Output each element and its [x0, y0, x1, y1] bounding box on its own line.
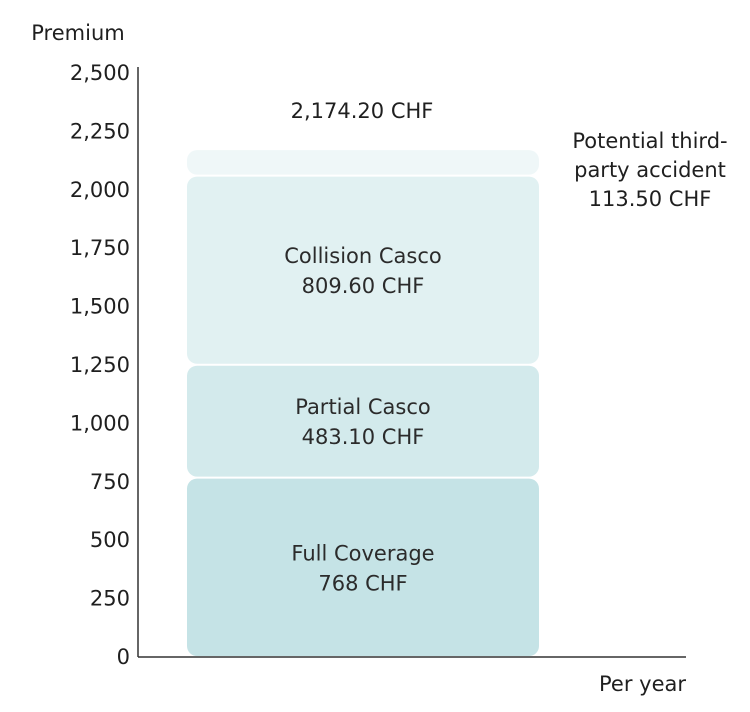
x-axis-label: Per year — [599, 672, 686, 696]
y-tick-label: 1,500 — [70, 295, 130, 319]
y-tick-label: 1,250 — [70, 353, 130, 377]
y-tick-labels: 0 250 500 750 1,000 1,250 1,500 1,750 2,000 2,250… — [70, 61, 130, 669]
y-tick-label: 0 — [117, 645, 130, 669]
y-tick-label: 2,250 — [70, 119, 130, 143]
y-tick-label: 250 — [90, 587, 130, 611]
bar-segment — [187, 150, 539, 175]
y-tick-label: 1,000 — [70, 411, 130, 435]
series-value-label: 113.50 CHF — [589, 187, 712, 211]
series-name-label: Potential third- — [572, 129, 727, 153]
series-name-label: Collision Casco — [284, 244, 442, 268]
segment-labels: Full Coverage 768 CHF Partial Casco 483.10 … — [284, 129, 727, 595]
y-axis-label: Premium — [31, 21, 124, 45]
series-value-label: 809.60 CHF — [302, 274, 425, 298]
y-tick-label: 1,750 — [70, 236, 130, 260]
y-tick-label: 500 — [90, 528, 130, 552]
bar-segment — [187, 365, 539, 477]
bar-segments — [187, 150, 539, 656]
series-value-label: 768 CHF — [318, 571, 407, 595]
y-tick-label: 2,500 — [70, 61, 130, 85]
series-name-label: Full Coverage — [291, 541, 434, 565]
bar-segment — [187, 176, 539, 364]
series-value-label: 483.10 CHF — [302, 425, 425, 449]
total-value-label: 2,174.20 CHF — [291, 99, 434, 123]
bar-segment — [187, 478, 539, 656]
y-tick-label: 750 — [90, 470, 130, 494]
y-tick-label: 2,000 — [70, 178, 130, 202]
series-name-label: Partial Casco — [295, 395, 431, 419]
series-name-label: party accident — [574, 158, 726, 182]
